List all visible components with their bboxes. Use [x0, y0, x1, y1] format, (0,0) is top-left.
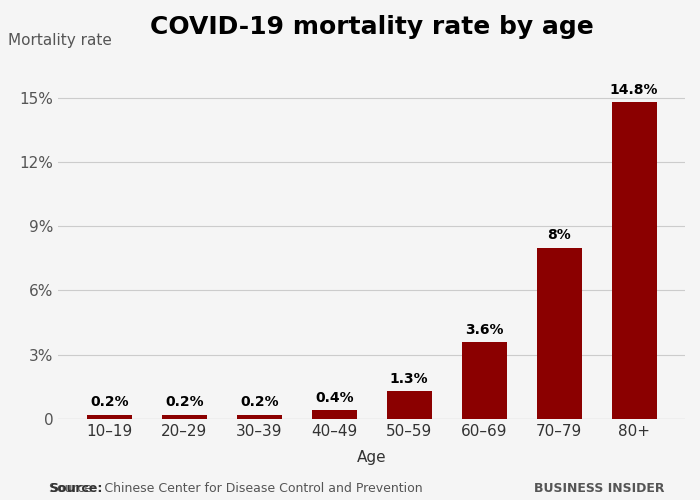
- Bar: [237, 414, 282, 419]
- Text: Source:  Chinese Center for Disease Control and Prevention: Source: Chinese Center for Disease Contr…: [49, 482, 423, 495]
- Title: COVID-19 mortality rate by age: COVID-19 mortality rate by age: [150, 15, 594, 39]
- X-axis label: Age: Age: [357, 450, 386, 465]
- Text: 3.6%: 3.6%: [465, 322, 503, 336]
- Bar: [612, 102, 657, 419]
- Bar: [87, 414, 132, 419]
- Text: 0.4%: 0.4%: [315, 391, 354, 405]
- Text: 8%: 8%: [547, 228, 571, 242]
- Bar: [162, 414, 206, 419]
- Text: 1.3%: 1.3%: [390, 372, 428, 386]
- Text: 0.2%: 0.2%: [165, 396, 204, 409]
- Bar: [386, 391, 432, 419]
- Text: Mortality rate: Mortality rate: [8, 32, 112, 48]
- Text: BUSINESS INSIDER: BUSINESS INSIDER: [535, 482, 665, 495]
- Text: 0.2%: 0.2%: [240, 396, 279, 409]
- Bar: [312, 410, 357, 419]
- Text: Source:: Source:: [49, 482, 102, 495]
- Text: 14.8%: 14.8%: [610, 82, 658, 96]
- Text: 0.2%: 0.2%: [90, 396, 129, 409]
- Bar: [461, 342, 507, 419]
- Bar: [537, 248, 582, 419]
